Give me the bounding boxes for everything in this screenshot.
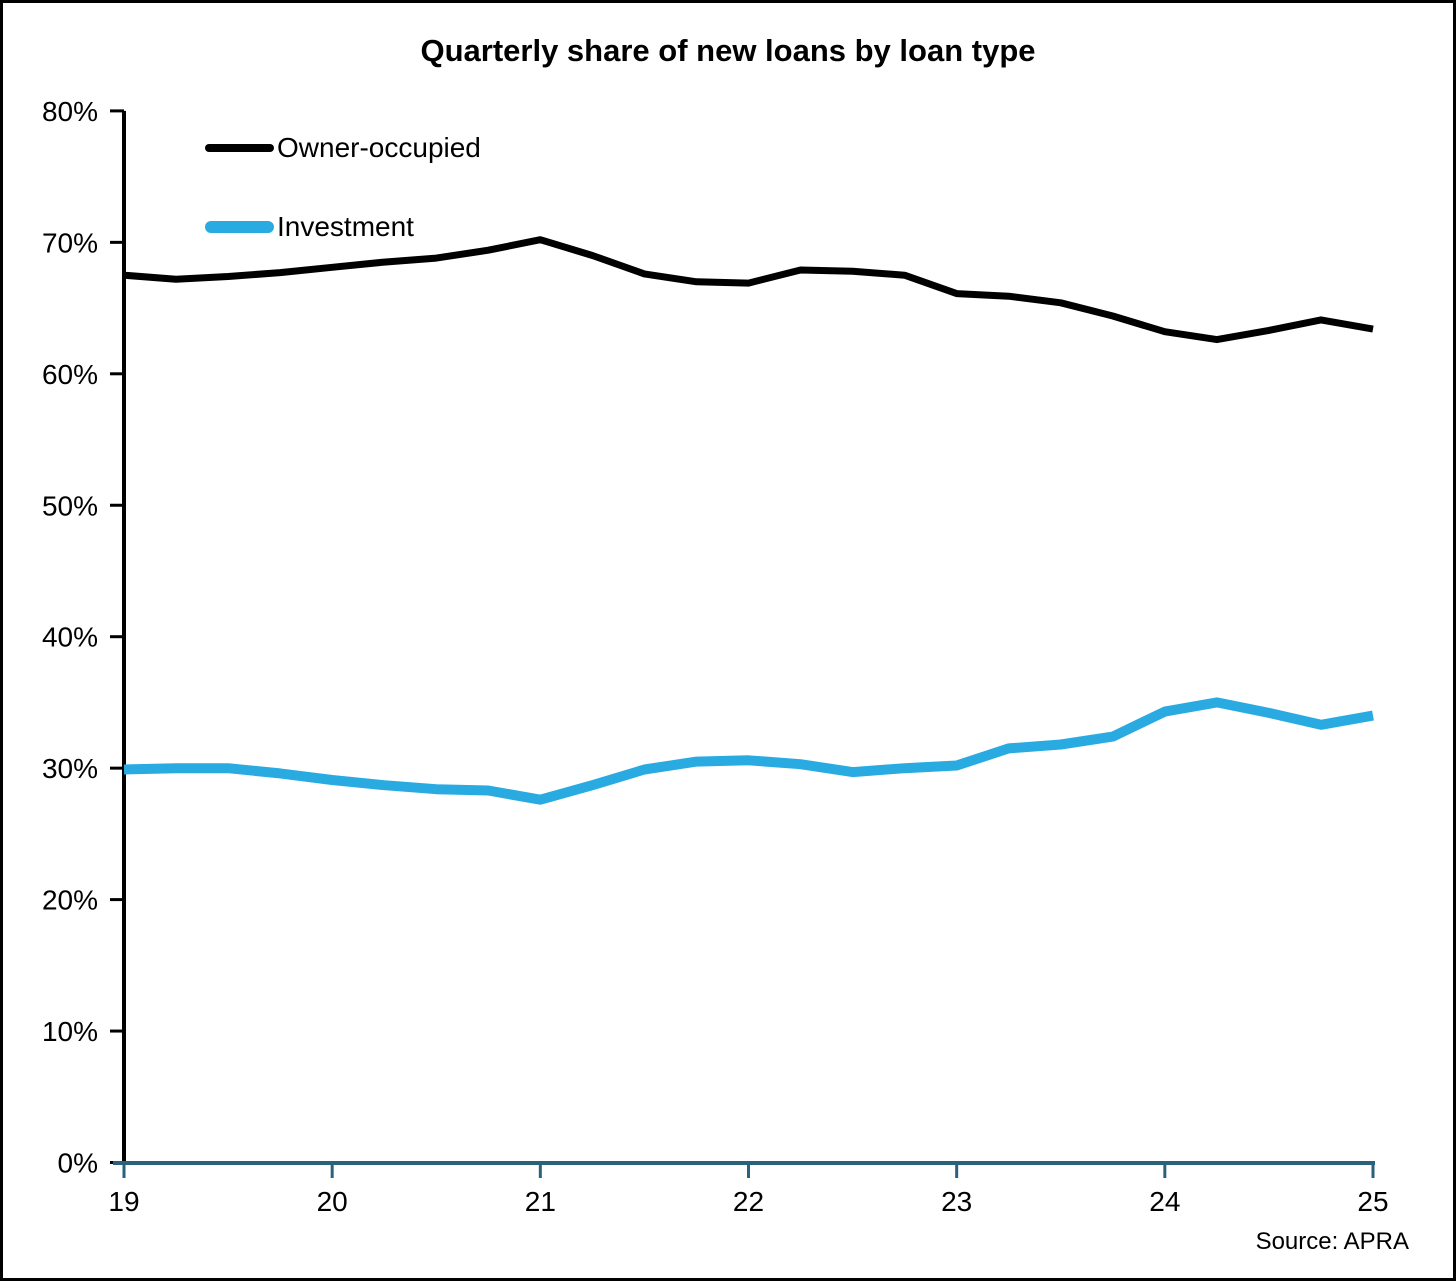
x-tick-label: 22 (733, 1186, 764, 1217)
y-tick-label: 10% (42, 1016, 98, 1047)
y-tick-label: 20% (42, 885, 98, 916)
investment-line-swatch-icon (205, 221, 274, 233)
y-tick-label: 60% (42, 359, 98, 390)
x-tick-label: 19 (108, 1186, 139, 1217)
y-tick-label: 80% (42, 96, 98, 127)
y-tick-label: 0% (58, 1148, 98, 1179)
x-tick-label: 21 (525, 1186, 556, 1217)
source-note: Source: APRA (1255, 1228, 1409, 1255)
legend-item-investment: Investment (205, 210, 414, 244)
y-tick-label: 30% (42, 753, 98, 784)
x-tick-label: 23 (941, 1186, 972, 1217)
y-tick-label: 50% (42, 490, 98, 521)
legend-label-owner-occupied: Owner-occupied (277, 132, 481, 163)
x-tick-label: 24 (1149, 1186, 1180, 1217)
y-tick-label: 70% (42, 227, 98, 258)
legend-label-investment: Investment (277, 211, 414, 242)
line-chart: 0% 10% 20% 30% 40% 50% 60% 70% 80% 19 20 21 22 23 24 25 (42, 96, 1389, 1217)
series-line-owner-occupied (123, 236, 1374, 344)
legend-item-owner-occupied: Owner-occupied (205, 131, 481, 165)
series-line-investment (123, 697, 1374, 805)
chart-title: Quarterly share of new loans by loan typ… (420, 33, 1036, 68)
x-tick-label: 25 (1357, 1186, 1388, 1217)
y-tick-label: 40% (42, 622, 98, 653)
owner-occupied-line-swatch-icon (205, 144, 274, 152)
x-tick-label: 20 (317, 1186, 348, 1217)
